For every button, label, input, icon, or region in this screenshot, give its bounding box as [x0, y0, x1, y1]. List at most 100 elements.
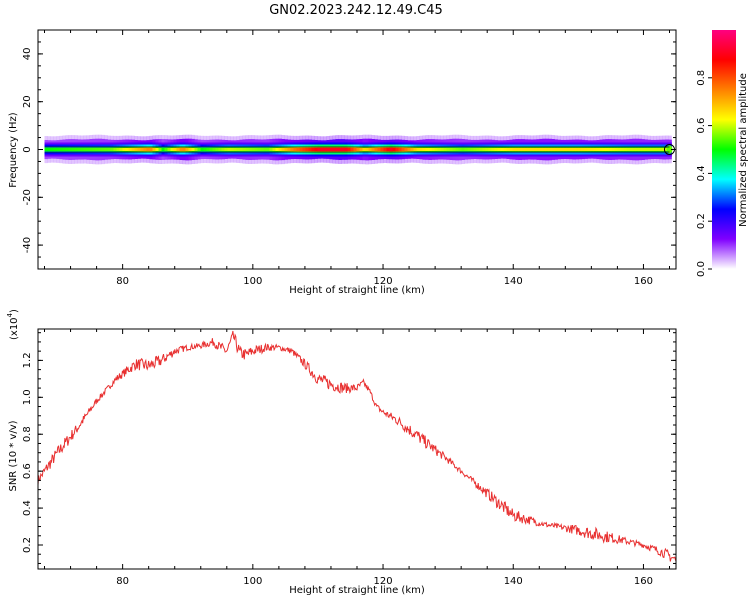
heatmap-cell	[200, 147, 204, 152]
heatmap-cell	[152, 147, 156, 152]
heatmap-cell	[497, 147, 501, 152]
heatmap-cell	[377, 147, 381, 152]
heatmap-cell	[176, 147, 180, 152]
heatmap-cell	[254, 147, 258, 152]
heatmap-cell	[272, 147, 276, 152]
heatmap-cell	[506, 147, 510, 152]
heatmap-cell	[551, 147, 555, 152]
heatmap-cell	[65, 147, 69, 152]
heatmap-cell	[89, 147, 93, 152]
y-tick-label: -40	[22, 237, 33, 253]
heatmap-cell	[266, 147, 270, 152]
heatmap-cell	[542, 147, 546, 152]
heatmap-cell	[521, 147, 525, 152]
heatmap-cell	[359, 147, 363, 152]
heatmap-cell	[593, 147, 597, 152]
heatmap-cell	[245, 147, 249, 152]
heatmap-cell	[404, 147, 408, 152]
heatmap-cell	[149, 147, 153, 152]
colorbar: 0.0 0.2 0.4 0.6 0.8 Normalized spectral ampl…	[696, 30, 749, 277]
colorbar-tick-label: 0.0	[696, 261, 707, 277]
heatmap-cell	[659, 147, 663, 152]
heatmap-cell	[371, 147, 375, 152]
heatmap-cell	[95, 147, 99, 152]
y-tick-label: 1.0	[22, 389, 33, 405]
heatmap-cell	[311, 147, 315, 152]
heatmap-cell	[290, 147, 294, 152]
heatmap-cell	[167, 147, 171, 152]
heatmap-cell	[461, 147, 465, 152]
heatmap-cell	[110, 147, 114, 152]
heatmap-cell	[386, 147, 390, 152]
heatmap-cell	[374, 147, 378, 152]
heatmap-cell	[209, 147, 213, 152]
heatmap-cell	[419, 147, 423, 152]
heatmap-cell	[131, 147, 135, 152]
heatmap-cell	[647, 147, 651, 152]
heatmap-cell	[530, 147, 534, 152]
heatmap-cell	[77, 147, 81, 152]
heatmap-cell	[179, 147, 183, 152]
multiplier-exponent: 4	[6, 312, 14, 317]
snr-plot-background	[38, 329, 676, 569]
heatmap-cell	[620, 147, 624, 152]
heatmap-cell	[545, 147, 549, 152]
heatmap-cell	[557, 147, 561, 152]
heatmap-cell	[515, 147, 519, 152]
heatmap-cell	[140, 147, 144, 152]
heatmap-cell	[584, 147, 588, 152]
heatmap-cell	[173, 147, 177, 152]
heatmap-cell	[599, 147, 603, 152]
snr-ticks: 80 100 120 140 160 0.2 0.4 0.6 0.8 1.0 1.2	[22, 329, 676, 587]
heatmap-cell	[281, 147, 285, 152]
heatmap-cell	[278, 147, 282, 152]
heatmap-cell	[458, 147, 462, 152]
heatmap-cell	[503, 147, 507, 152]
heatmap-cell	[548, 147, 552, 152]
y-tick-label: 0.8	[22, 426, 33, 442]
heatmap-cell	[86, 147, 90, 152]
heatmap-cell	[449, 147, 453, 152]
heatmap-cell	[509, 147, 513, 152]
heatmap-cell	[305, 147, 309, 152]
spectrogram-x-axis-label: Height of straight line (km)	[289, 285, 425, 296]
heatmap-cell	[491, 147, 495, 152]
heatmap-cell	[218, 147, 222, 152]
heatmap-cell	[623, 147, 627, 152]
heatmap-cell	[233, 147, 237, 152]
heatmap-cell	[194, 147, 198, 152]
colorbar-gradient	[712, 30, 736, 269]
heatmap-cell	[320, 147, 324, 152]
colorbar-label: Normalized spectral amplitude	[738, 73, 749, 227]
heatmap-cell	[299, 147, 303, 152]
heatmap-cell	[335, 147, 339, 152]
heatmap-cell	[113, 147, 117, 152]
heatmap-cell	[185, 147, 189, 152]
heatmap-cell	[275, 147, 279, 152]
heatmap-cell	[536, 147, 540, 152]
heatmap-cell	[428, 147, 432, 152]
heatmap-cell	[53, 147, 57, 152]
heatmap-cell	[317, 147, 321, 152]
heatmap-cell	[122, 147, 126, 152]
heatmap-cell	[341, 147, 345, 152]
heatmap-cell	[464, 147, 468, 152]
heatmap-cell	[638, 147, 642, 152]
heatmap-cell	[452, 147, 456, 152]
heatmap-cell	[605, 147, 609, 152]
heatmap-cell	[287, 147, 291, 152]
x-tick-label: 160	[634, 576, 653, 587]
heatmap-cell	[119, 147, 123, 152]
x-tick-label: 100	[243, 576, 262, 587]
heatmap-cell	[197, 147, 201, 152]
heatmap-cell	[239, 147, 243, 152]
heatmap-cell	[74, 147, 78, 152]
multiplier-base: (x10	[9, 317, 20, 340]
heatmap-cell	[338, 147, 342, 152]
heatmap-cell	[350, 147, 354, 152]
heatmap-cell	[482, 147, 486, 152]
heatmap-cell	[92, 147, 96, 152]
heatmap-cell	[644, 147, 648, 152]
heatmap-cell	[413, 147, 417, 152]
heatmap-cell	[116, 147, 120, 152]
